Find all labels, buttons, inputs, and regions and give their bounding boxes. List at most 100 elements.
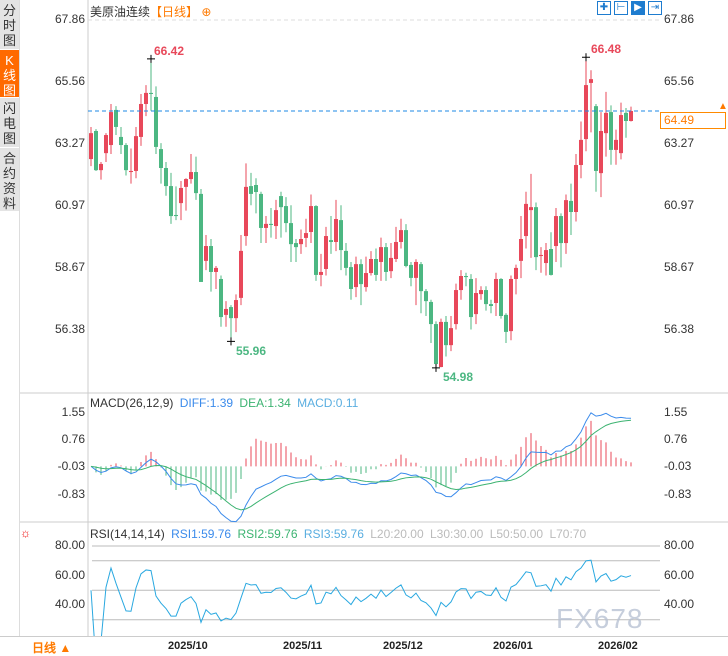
zoom-in-icon[interactable]: ⊕	[201, 5, 212, 19]
y-tick-label: 67.86	[54, 12, 85, 26]
candle-body	[369, 258, 373, 274]
candle-body	[499, 278, 503, 316]
candle-body	[404, 230, 408, 267]
candle-body	[424, 291, 428, 302]
candle-body	[584, 85, 588, 140]
extreme-marker	[582, 53, 590, 62]
jump-end-icon[interactable]: ⇥	[648, 1, 662, 15]
candle-body	[444, 321, 448, 346]
candle-body	[169, 186, 173, 217]
macd-tick-label: -0.03	[57, 459, 85, 474]
candle-body	[364, 273, 368, 288]
candle-body	[419, 264, 423, 292]
high-label: 66.48	[591, 42, 622, 56]
watermark-logo: FX678	[556, 603, 644, 634]
candle-body	[144, 92, 148, 104]
candle-body	[239, 250, 243, 298]
candle-body	[344, 250, 348, 268]
candle-body	[294, 243, 298, 248]
candle-body	[449, 328, 453, 346]
candle-body	[629, 111, 633, 121]
candle-body	[244, 186, 248, 237]
candle-body	[94, 130, 98, 171]
extreme-marker	[432, 363, 440, 372]
candle-body	[399, 230, 403, 242]
rsi-tick-label: 80.00	[664, 538, 695, 552]
macd-tick-label: 1.55	[664, 405, 688, 419]
y-tick-label: 60.97	[664, 198, 695, 213]
timeframe-label: 【日线】	[150, 5, 199, 19]
range-icon[interactable]: ⊢	[614, 1, 628, 15]
candle-body	[529, 207, 533, 211]
candle-body	[459, 276, 463, 291]
candle-body	[539, 254, 543, 257]
candle-body	[389, 257, 393, 272]
level-l20: L20:20.00	[370, 527, 424, 541]
chart-toolbar: ✚ ⊢ ▶ ⇥	[597, 1, 662, 15]
candle-body	[479, 290, 483, 295]
candle-body	[189, 172, 193, 180]
candle-body	[484, 290, 488, 305]
candle-body	[114, 109, 118, 127]
candle-body	[554, 216, 558, 247]
candle-body	[384, 247, 388, 272]
candle-body	[379, 247, 383, 262]
rsi2-value: RSI2:59.76	[237, 527, 298, 541]
candle-body	[409, 264, 413, 278]
high-label: 66.42	[154, 44, 185, 58]
diff-value: DIFF:1.39	[179, 396, 234, 410]
candle-body	[214, 267, 218, 272]
candle-body	[319, 271, 323, 275]
candle-body	[324, 236, 328, 269]
candle-body	[544, 250, 548, 264]
diff-line	[90, 412, 632, 523]
candle-body	[289, 223, 293, 245]
tab-time-sharing[interactable]: 分时图	[0, 0, 19, 50]
rsi-legend: RSI(14,14,14) RSI1:59.76 RSI2:59.76 RSI3…	[90, 527, 589, 541]
rsi-title: RSI(14,14,14)	[90, 527, 165, 541]
candle-body	[179, 187, 183, 204]
candle-body	[134, 136, 138, 171]
candle-body	[614, 139, 618, 150]
rsi-tick-label: 40.00	[54, 597, 85, 611]
expand-up-icon[interactable]: ▲	[718, 101, 728, 112]
rsi-line	[90, 559, 632, 654]
candle-body	[619, 115, 623, 154]
dea-value: DEA:1.34	[239, 396, 291, 410]
instrument-name: 美原油连续	[90, 5, 151, 19]
candle-body	[454, 290, 458, 325]
rsi-tick-label: 60.00	[664, 567, 695, 582]
candle-body	[184, 179, 188, 187]
date-label: 2026/01	[493, 640, 533, 652]
candle-body	[104, 135, 108, 154]
candle-body	[139, 103, 143, 137]
date-label: 2025/12	[383, 640, 423, 652]
candle-body	[269, 223, 273, 225]
macd-tick-label: 1.55	[61, 405, 85, 419]
last-price-box: 64.49	[660, 112, 726, 129]
candle-body	[504, 314, 508, 332]
period-selector[interactable]: 日线 ▲	[32, 641, 72, 655]
tab-flash[interactable]: 闪电图	[0, 98, 19, 148]
y-tick-label: 63.27	[54, 135, 85, 150]
candle-body	[129, 170, 133, 173]
date-label: 2025/11	[283, 640, 323, 652]
candle-body	[564, 200, 568, 244]
candle-body	[249, 186, 253, 194]
tab-kline[interactable]: K线图	[0, 50, 19, 98]
candle-body	[234, 300, 238, 319]
time-axis-bar: 日线 ▲ 2025/10 2025/11 2025/12 2026/01 2026/02	[0, 636, 728, 655]
play-icon[interactable]: ▶	[631, 1, 645, 15]
y-tick-label: 60.97	[54, 198, 85, 213]
settings-sun-icon[interactable]: ☼	[20, 526, 31, 540]
date-label: 2026/02	[598, 640, 638, 652]
crosshair-icon[interactable]: ✚	[597, 1, 611, 15]
y-tick-label: 56.38	[54, 322, 85, 337]
low-label: 55.96	[236, 344, 267, 358]
candle-body	[514, 267, 518, 279]
candle-body	[589, 79, 593, 83]
tab-contract-info[interactable]: 合约资料	[0, 148, 19, 212]
candle-body	[99, 163, 103, 171]
candle-body	[359, 264, 363, 285]
